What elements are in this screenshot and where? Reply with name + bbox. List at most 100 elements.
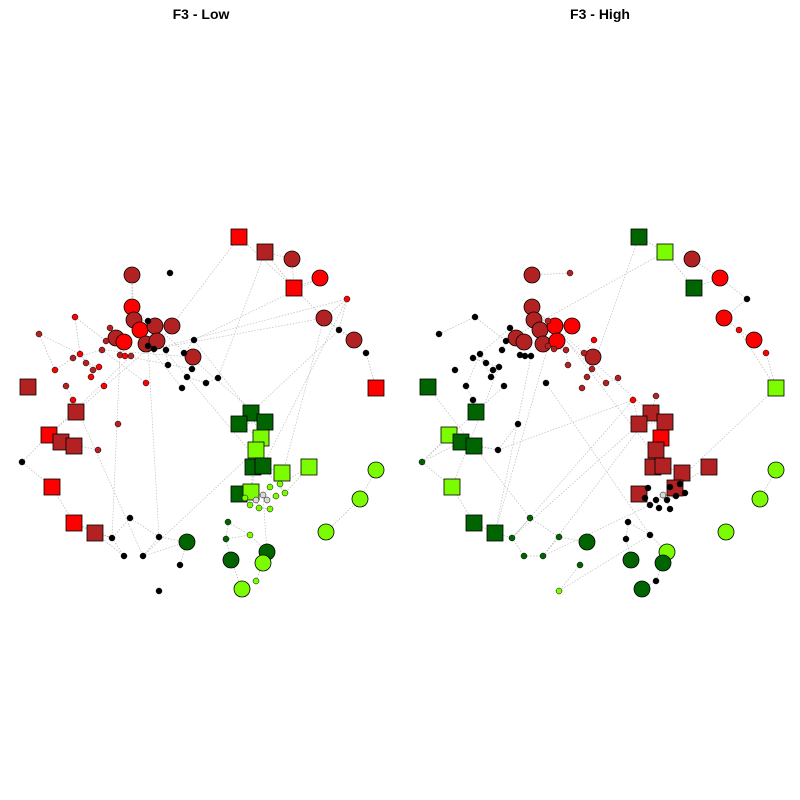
low-node-circle bbox=[343, 295, 351, 303]
low-edge bbox=[85, 362, 100, 368]
high-edge bbox=[479, 327, 511, 355]
high-node-circle bbox=[659, 491, 667, 499]
low-edge bbox=[225, 534, 251, 540]
low-edge bbox=[227, 521, 251, 536]
high-node-square bbox=[656, 413, 674, 431]
high-node-circle bbox=[644, 484, 652, 492]
high-node-circle bbox=[622, 551, 640, 569]
low-node-circle bbox=[283, 250, 301, 268]
low-node-circle bbox=[184, 348, 202, 366]
low-node-circle bbox=[190, 336, 198, 344]
low-edge bbox=[38, 333, 56, 371]
high-edge bbox=[511, 423, 640, 539]
high-node-square bbox=[700, 458, 718, 476]
low-edge bbox=[124, 355, 193, 370]
high-edge bbox=[738, 329, 777, 389]
high-node-circle bbox=[646, 501, 654, 509]
low-node-circle bbox=[252, 496, 260, 504]
low-node-circle bbox=[241, 494, 249, 502]
high-node-circle bbox=[602, 379, 610, 387]
low-node-circle bbox=[266, 483, 274, 491]
high-node-circle bbox=[526, 514, 534, 522]
high-node-circle bbox=[629, 396, 637, 404]
high-edge bbox=[662, 387, 777, 496]
low-edge bbox=[193, 339, 252, 414]
low-edge bbox=[249, 534, 268, 553]
low-node-circle bbox=[362, 349, 370, 357]
low-node-circle bbox=[188, 365, 196, 373]
low-edge bbox=[72, 349, 103, 359]
high-node-square bbox=[467, 403, 485, 421]
high-nodes bbox=[418, 228, 785, 598]
low-node-circle bbox=[263, 496, 271, 504]
low-node-circle bbox=[139, 552, 147, 560]
low-node-circle bbox=[164, 361, 172, 369]
high-node-circle bbox=[655, 504, 663, 512]
high-edge bbox=[421, 461, 453, 488]
low-edge bbox=[153, 298, 348, 350]
low-node-circle bbox=[345, 331, 363, 349]
high-node-circle bbox=[502, 337, 510, 345]
low-edge bbox=[48, 355, 132, 436]
low-node-circle bbox=[259, 491, 267, 499]
low-edge bbox=[74, 316, 81, 355]
high-node-circle bbox=[469, 396, 477, 404]
high-node-circle bbox=[544, 317, 552, 325]
high-node-circle bbox=[539, 552, 547, 560]
high-node-circle bbox=[435, 330, 443, 338]
high-node-circle bbox=[471, 313, 479, 321]
high-node-circle bbox=[663, 496, 671, 504]
high-node-circle bbox=[542, 379, 550, 387]
low-edge bbox=[101, 349, 147, 384]
low-node-circle bbox=[335, 326, 343, 334]
low-node-circle bbox=[311, 269, 329, 287]
high-edge bbox=[545, 382, 651, 536]
low-node-circle bbox=[94, 446, 102, 454]
high-node-circle bbox=[498, 346, 506, 354]
high-node-circle bbox=[531, 321, 549, 339]
low-node-circle bbox=[266, 505, 274, 513]
high-node-circle bbox=[495, 363, 503, 371]
high-node-circle bbox=[652, 496, 660, 504]
low-node-circle bbox=[202, 379, 210, 387]
high-node-square bbox=[443, 478, 461, 496]
high-node-circle bbox=[578, 384, 586, 392]
high-edge bbox=[505, 251, 666, 342]
low-node-circle bbox=[178, 533, 196, 551]
high-node-circle bbox=[717, 523, 735, 541]
high-edge bbox=[494, 345, 549, 534]
low-node-square bbox=[300, 458, 318, 476]
high-node-circle bbox=[614, 374, 622, 382]
low-edge bbox=[225, 538, 232, 561]
high-node-circle bbox=[418, 458, 426, 466]
low-edge bbox=[217, 251, 266, 379]
low-node-circle bbox=[222, 535, 230, 543]
high-node-square bbox=[673, 464, 691, 482]
low-node-circle bbox=[272, 492, 280, 500]
high-node-circle bbox=[469, 354, 477, 362]
low-node-circle bbox=[69, 396, 77, 404]
low-node-circle bbox=[144, 317, 152, 325]
high-edge bbox=[472, 357, 487, 364]
high-node-circle bbox=[482, 359, 490, 367]
high-node-circle bbox=[508, 534, 516, 542]
low-node-circle bbox=[315, 309, 333, 327]
low-node-circle bbox=[123, 266, 141, 284]
high-node-square bbox=[767, 379, 785, 397]
high-node-circle bbox=[576, 561, 584, 569]
low-node-circle bbox=[255, 504, 263, 512]
low-node-circle bbox=[180, 349, 188, 357]
high-node-circle bbox=[544, 342, 552, 350]
high-node-square bbox=[685, 279, 703, 297]
high-node-circle bbox=[494, 446, 502, 454]
high-edge bbox=[547, 320, 607, 384]
low-node-circle bbox=[120, 552, 128, 560]
low-node-square bbox=[367, 379, 385, 397]
high-node-circle bbox=[550, 345, 558, 353]
high-node-circle bbox=[548, 332, 566, 350]
high-node-square bbox=[656, 243, 674, 261]
low-node-circle bbox=[106, 324, 114, 332]
high-node-circle bbox=[762, 349, 770, 357]
low-node-circle bbox=[166, 269, 174, 277]
